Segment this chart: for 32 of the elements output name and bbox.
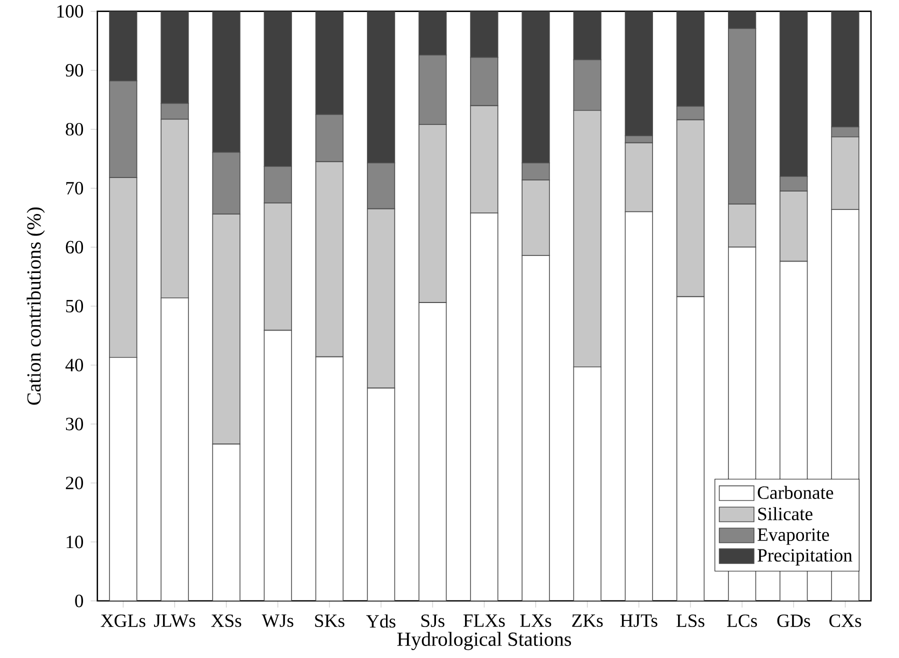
legend-label: Silicate: [758, 506, 812, 520]
y-tick-label: 40: [65, 358, 84, 372]
y-tick-label: 100: [57, 4, 84, 18]
y-tick-label: 80: [66, 122, 84, 136]
legend-label: Carbonate: [758, 486, 834, 499]
y-tick-label: 60: [66, 240, 84, 254]
y-tick-label: 70: [66, 182, 84, 194]
y-tick-label: 0: [75, 594, 84, 608]
x-tick-label: HJTs: [620, 614, 658, 627]
x-tick-label: LCs: [727, 614, 757, 627]
x-tick-label: SKs: [315, 614, 344, 627]
x-tick-label: GDs: [777, 614, 810, 627]
y-tick-label: 10: [66, 536, 84, 548]
legend-label: Precipitation: [758, 548, 852, 566]
x-tick-label: JLWs: [154, 614, 196, 627]
y-axis-title: Cation contributions (%): [26, 207, 45, 405]
x-axis-title: Hydrological Stations: [397, 632, 571, 650]
x-tick-label: FLXs: [463, 614, 505, 627]
x-tick-label: CXs: [829, 614, 862, 627]
x-tick-label: LXs: [520, 614, 552, 627]
x-tick-label: Yds: [366, 614, 396, 628]
y-tick-label: 50: [66, 300, 84, 312]
y-tick-label: 20: [66, 476, 84, 490]
x-tick-label: SJs: [421, 614, 444, 627]
x-tick-label: LSs: [676, 614, 704, 627]
x-tick-label: XSs: [211, 614, 242, 627]
x-tick-label: WJs: [262, 614, 294, 627]
x-tick-label: XGLs: [100, 614, 146, 627]
y-tick-label: 90: [66, 64, 84, 76]
legend-label: Evaporite: [758, 528, 829, 545]
y-tick-label: 30: [66, 418, 84, 430]
x-tick-label: ZKs: [572, 614, 603, 627]
